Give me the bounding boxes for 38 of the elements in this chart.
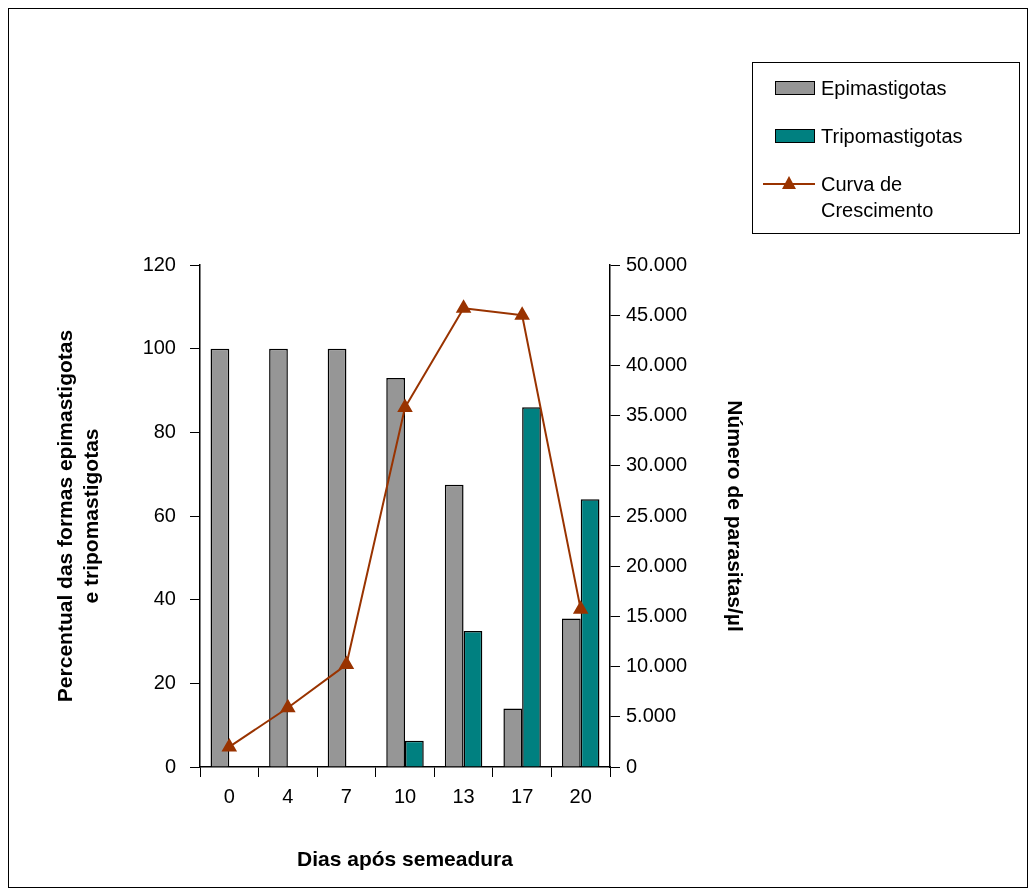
y2-tick-label: 40.000 [626, 352, 688, 375]
legend-label: Curva de Crescimento [821, 172, 935, 223]
legend-label: Tripomastigotas [821, 124, 963, 149]
y-tick-label: 20 [153, 670, 176, 693]
y-tick-label: 0 [164, 754, 176, 777]
point [339, 656, 354, 670]
x-tick-label: 0 [223, 784, 235, 807]
y2-tick-label: 50.000 [626, 252, 688, 275]
legend-label: Epimastigotas [821, 76, 947, 101]
y-tick-label: 100 [142, 336, 176, 359]
y2-tick-label: 25.000 [626, 503, 688, 526]
x-tick-label: 20 [569, 784, 592, 807]
y-tick-label: 120 [142, 252, 176, 275]
point [397, 399, 413, 413]
point [280, 699, 295, 713]
y-axis-title: Percentual das formas epimastigotas e tripomastigotas [53, 329, 102, 703]
y2-tick-label: 0 [626, 754, 638, 777]
point [573, 601, 588, 614]
y2-tick-label: 35.000 [626, 403, 688, 426]
point [222, 738, 237, 752]
y-tick-label: 80 [153, 419, 176, 442]
y2-tick-label: 30.000 [626, 453, 688, 476]
y-tick-label: 60 [153, 503, 176, 526]
x-tick-label: 13 [452, 784, 475, 807]
x-tick-label: 17 [511, 784, 534, 807]
y-tick-label: 40 [153, 587, 176, 610]
point [456, 300, 471, 313]
y2-tick-label: 45.000 [626, 302, 688, 325]
y2-tick-label: 20.000 [626, 553, 688, 576]
y2-axis-title: Número de parasitas/µl [723, 400, 747, 632]
point [515, 307, 530, 320]
y2-tick-label: 10.000 [626, 654, 688, 677]
x-tick-label: 7 [340, 784, 352, 807]
x-tick-label: 4 [282, 784, 294, 807]
x-axis-title: Dias após semeadura [297, 847, 514, 871]
y2-tick-label: 15.000 [626, 603, 688, 626]
x-tick-label: 10 [393, 784, 417, 807]
y2-tick-label: 5.000 [626, 704, 677, 727]
